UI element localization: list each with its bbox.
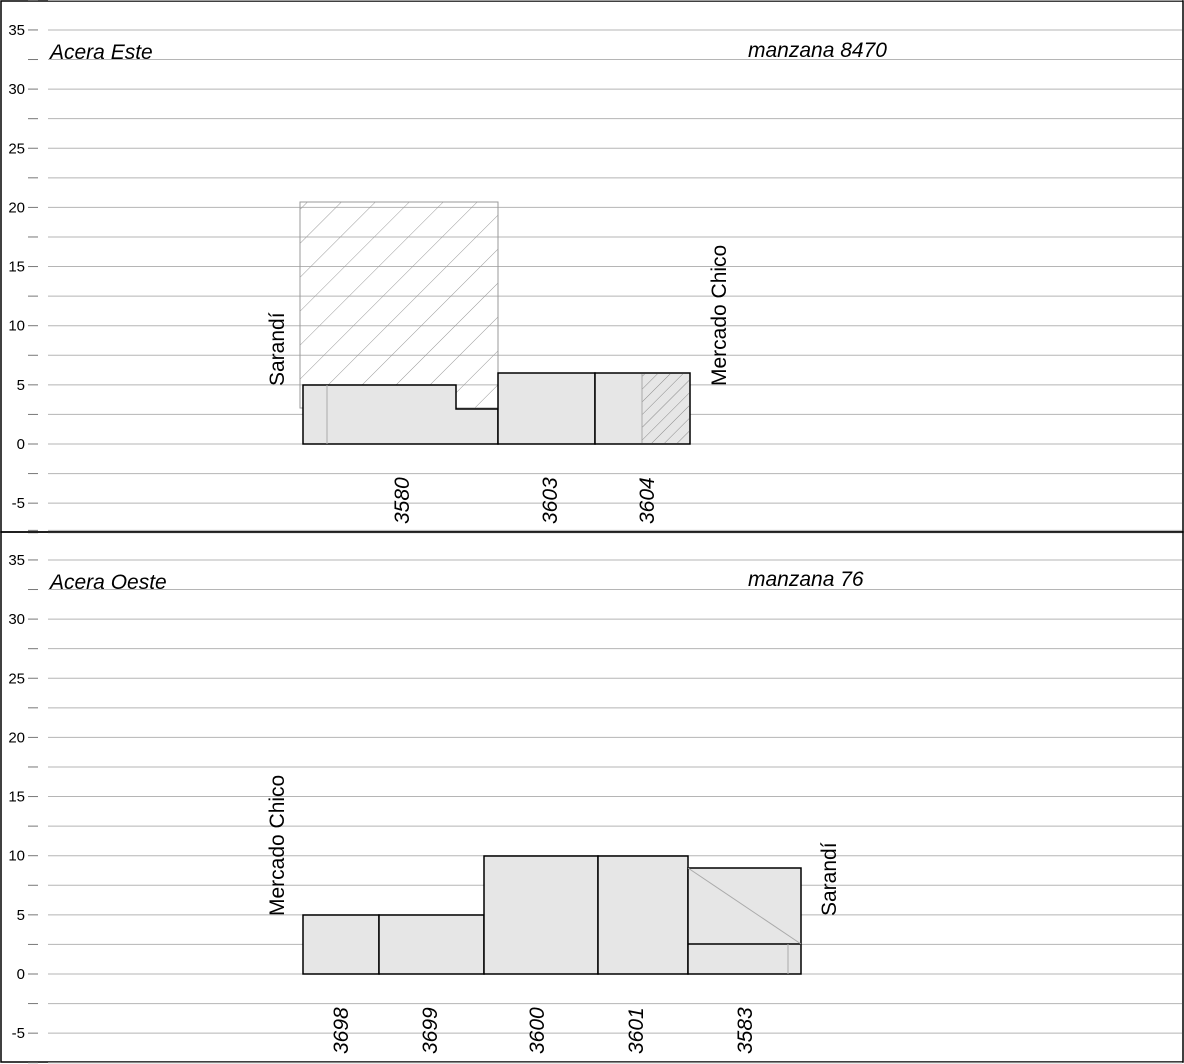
lot-label: 3603: [539, 477, 562, 524]
y-tick-label: 25: [8, 670, 25, 687]
building-3583: [687, 867, 802, 975]
roof-diagonal: [687, 867, 802, 945]
y-tick-label: 30: [8, 81, 25, 98]
y-tick-label: 0: [17, 966, 25, 983]
lot-label: 3600: [526, 1007, 549, 1054]
y-tick-label: 5: [17, 377, 25, 394]
y-tick-label: -5: [12, 1025, 25, 1042]
y-tick-label: 15: [8, 259, 25, 276]
lot-label: 3604: [636, 477, 659, 524]
panel-title: Acera Este: [48, 41, 153, 64]
hatched-volume-3580: [299, 201, 499, 409]
panel-frame: [0, 531, 1184, 1063]
y-axis: 35 30 25 20 15 10 5 0 -5: [8, 529, 38, 1064]
y-tick-label: 25: [8, 140, 25, 157]
y-tick-label: 10: [8, 848, 25, 865]
y-tick-label: 0: [17, 436, 25, 453]
y-axis: 35 30 25 20 15 10 5 0 -5: [8, 0, 38, 534]
panel-acera-este: 35 30 25 20 15 10 5 0 -5 Acera Este manzana 8470…: [0, 0, 1184, 534]
y-tick-label: 30: [8, 611, 25, 628]
y-tick-label: 15: [8, 789, 25, 806]
hatched-part-3604: [642, 374, 689, 443]
building-3699: [378, 914, 485, 975]
y-tick-label: 10: [8, 318, 25, 335]
y-tick-label: -5: [12, 495, 25, 512]
lot-label: 3699: [419, 1007, 442, 1054]
y-tick-label: 20: [8, 729, 25, 746]
y-tick-label: 35: [8, 552, 25, 569]
grid-lines: [48, 0, 1182, 534]
y-tick-label: 35: [8, 22, 25, 39]
right-street-label: Sarandí: [818, 842, 841, 916]
lot-label: 3698: [330, 1007, 353, 1054]
panel-title: Acera Oeste: [48, 571, 167, 594]
building-3600: [483, 855, 599, 975]
panel-subtitle: manzana 76: [748, 568, 864, 591]
left-street-label: Mercado Chico: [266, 775, 289, 916]
left-street-label: Sarandí: [266, 312, 289, 386]
panel-subtitle: manzana 8470: [748, 39, 887, 62]
grid-lines: [48, 529, 1182, 1064]
lot-label: 3601: [625, 1007, 648, 1054]
lot-label: 3580: [391, 477, 414, 524]
lot-label: 3583: [734, 1007, 757, 1054]
y-tick-label: 5: [17, 907, 25, 924]
building-3603: [497, 372, 596, 445]
y-tick-label: 20: [8, 199, 25, 216]
right-street-label: Mercado Chico: [708, 245, 731, 386]
building-3698: [302, 914, 380, 975]
building-3601: [597, 855, 689, 975]
